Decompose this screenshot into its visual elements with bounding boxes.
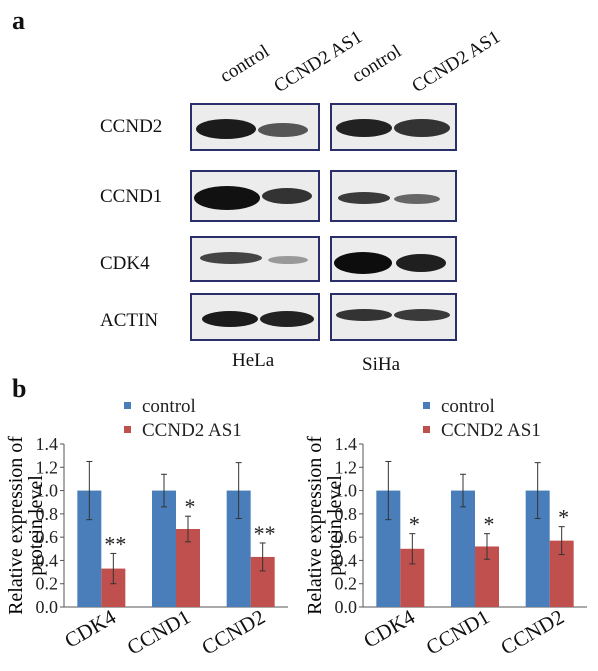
panel-b-letter: b <box>12 374 27 403</box>
legend-swatch-control <box>124 402 131 409</box>
y-tick-label: 1.0 <box>36 481 59 501</box>
y-tick-label: 0.8 <box>36 504 59 524</box>
lane-label-siha-ccnd2as1: CCND2 AS1 <box>408 26 505 98</box>
panel-a-letter: a <box>12 6 25 35</box>
blot-siha-ccnd1 <box>330 170 457 222</box>
y-tick-label: 0.2 <box>36 574 59 594</box>
cell-line-label-hela: HeLa <box>232 350 275 371</box>
significance-marker: * <box>409 512 420 537</box>
y-tick-label: 0.2 <box>335 574 358 594</box>
y-tick-label: 0.6 <box>36 527 59 547</box>
blot-hela-actin <box>190 293 320 341</box>
lane-label-hela-ccnd2as1: CCND2 AS1 <box>270 26 367 98</box>
cell-line-label-siha: SiHa <box>362 354 400 375</box>
y-tick-label: 0.4 <box>335 550 358 570</box>
y-axis-label: Relative expression of <box>304 436 326 615</box>
y-tick-label: 0.4 <box>36 550 59 570</box>
x-tick-label-ccnd2: CCND2 <box>497 605 569 660</box>
blot-hela-ccnd2 <box>190 103 320 151</box>
legend-label-control: control <box>441 396 495 417</box>
y-axis-label: protein level <box>324 475 346 576</box>
x-tick-label-ccnd1: CCND1 <box>422 605 494 660</box>
legend-label-treated: CCND2 AS1 <box>441 420 541 441</box>
significance-marker: ** <box>104 531 126 556</box>
row-label-cdk4: CDK4 <box>100 253 150 274</box>
blot-siha-cdk4 <box>330 236 457 282</box>
y-axis-label: Relative expression of <box>5 436 27 615</box>
significance-marker: * <box>185 494 196 519</box>
legend-label-control: control <box>142 396 196 417</box>
blot-siha-actin <box>330 293 457 341</box>
blot-hela-cdk4 <box>190 236 320 282</box>
legend-swatch-treated <box>423 426 430 433</box>
y-tick-label: 1.4 <box>36 434 59 454</box>
y-axis-label: protein level <box>25 475 47 576</box>
row-label-actin: ACTIN <box>100 310 159 331</box>
blot-hela-ccnd1 <box>190 170 320 222</box>
legend-label-treated: CCND2 AS1 <box>142 420 242 441</box>
row-label-ccnd1: CCND1 <box>100 186 163 207</box>
y-tick-label: 0.0 <box>36 597 59 617</box>
y-tick-label: 1.2 <box>335 457 358 477</box>
bar-ccnd1-control <box>451 490 475 607</box>
lane-label-hela-control: control <box>216 40 274 88</box>
x-tick-label-ccnd1: CCND1 <box>123 605 195 660</box>
x-tick-label-cdk4: CDK4 <box>60 604 120 652</box>
y-tick-label: 0.8 <box>335 504 358 524</box>
y-tick-label: 0.6 <box>335 527 358 547</box>
row-label-ccnd2: CCND2 <box>100 116 163 137</box>
significance-marker: * <box>558 505 569 530</box>
y-tick-label: 1.4 <box>335 434 358 454</box>
significance-marker: ** <box>254 521 276 546</box>
y-tick-label: 0.0 <box>335 597 358 617</box>
blot-siha-ccnd2 <box>330 103 457 151</box>
bar-ccnd1-control <box>152 490 176 607</box>
y-tick-label: 1.2 <box>36 457 59 477</box>
x-tick-label-ccnd2: CCND2 <box>198 605 270 660</box>
x-tick-label-cdk4: CDK4 <box>359 604 419 652</box>
legend-swatch-control <box>423 402 430 409</box>
y-tick-label: 1.0 <box>335 481 358 501</box>
significance-marker: * <box>484 512 495 537</box>
legend-swatch-treated <box>124 426 131 433</box>
